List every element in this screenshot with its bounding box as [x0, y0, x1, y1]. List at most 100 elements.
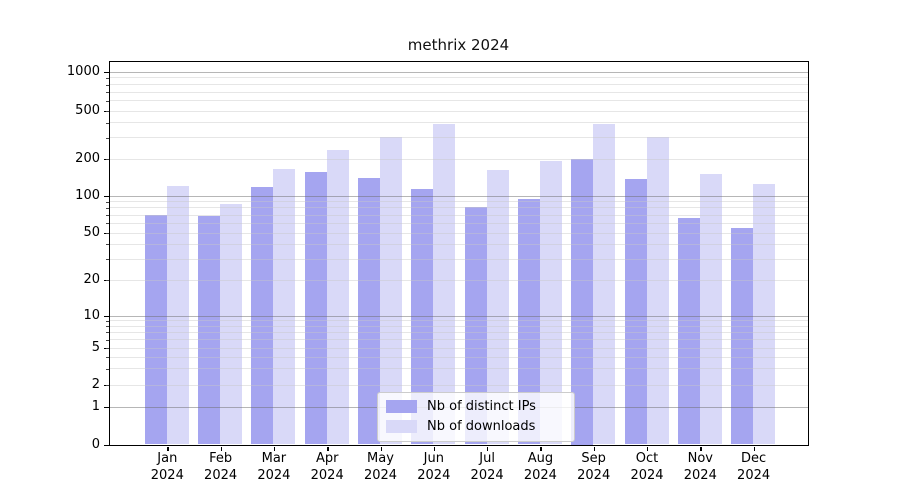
- y-minor-tick-3: [106, 368, 109, 370]
- y-minor-tick-40: [106, 244, 109, 246]
- y-tick-label-1000: 1000: [66, 64, 100, 79]
- bar-distinct-ips-jul: [464, 207, 487, 445]
- x-tick-label-aug: Aug 2024: [510, 451, 570, 484]
- gridline-minor-200: [109, 158, 808, 160]
- gridline-minor-3: [109, 368, 808, 370]
- y-tick-label-100: 100: [75, 188, 100, 203]
- bar-distinct-ips-may: [358, 177, 380, 445]
- x-label-year-jan: 2024: [150, 467, 184, 483]
- chart-title: methrix 2024: [407, 36, 510, 54]
- y-tick-mark-1000: [103, 72, 109, 74]
- y-tick-label-5: 5: [91, 340, 100, 355]
- bar-distinct-ips-nov: [677, 217, 700, 445]
- bar-downloads-feb: [220, 204, 243, 445]
- x-tick-label-apr: Apr 2024: [297, 451, 357, 484]
- bar-downloads-jul: [486, 170, 509, 445]
- bar-downloads-jan: [166, 185, 189, 445]
- x-tick-mark-aug: [540, 446, 542, 451]
- x-label-month-mar: Mar: [261, 451, 287, 466]
- x-label-year-oct: 2024: [630, 467, 664, 483]
- y-minor-tick-7: [106, 332, 109, 334]
- y-tick-mark-1: [103, 407, 109, 409]
- legend-item-distinct-ips: Nb of distinct IPs: [386, 399, 566, 414]
- y-minor-tick-200: [106, 159, 109, 160]
- bar-downloads-mar: [273, 168, 296, 445]
- y-minor-tick-700: [106, 92, 109, 94]
- bar-distinct-ips-oct: [624, 179, 647, 445]
- y-minor-tick-500: [106, 111, 109, 112]
- y-tick-mark-10: [103, 316, 109, 318]
- y-tick-label-20: 20: [83, 272, 100, 287]
- x-tick-mark-nov: [700, 446, 702, 451]
- bar-distinct-ips-aug: [517, 198, 540, 445]
- x-tick-label-jun: Jun 2024: [404, 451, 464, 484]
- x-tick-mark-mar: [273, 446, 276, 451]
- gridline-minor-70: [109, 214, 808, 216]
- x-label-month-jan: Jan: [157, 451, 178, 466]
- y-tick-label-200: 200: [75, 151, 100, 166]
- x-label-month-oct: Oct: [635, 451, 659, 466]
- x-tick-label-mar: Mar 2024: [244, 451, 304, 484]
- x-tick-mark-may: [380, 446, 382, 451]
- bar-downloads-jun: [433, 123, 456, 445]
- legend-label-downloads: Nb of downloads: [427, 419, 536, 434]
- gridline-minor-8: [109, 325, 808, 327]
- x-tick-mark-jan: [167, 446, 169, 451]
- bar-distinct-ips-sep: [571, 158, 594, 445]
- gridline-minor-40: [109, 243, 808, 245]
- bar-distinct-ips-jan: [144, 214, 167, 445]
- bar-downloads-aug: [539, 161, 562, 445]
- x-label-year-sep: 2024: [577, 467, 611, 483]
- x-tick-mark-apr: [327, 446, 329, 451]
- gridline-minor-700: [109, 91, 808, 93]
- y-minor-tick-80: [106, 207, 109, 209]
- legend-swatch-downloads: [386, 420, 417, 433]
- gridline-minor-5: [109, 347, 808, 349]
- gridline-minor-600: [109, 100, 808, 102]
- gridline-minor-4: [109, 356, 808, 358]
- x-label-year-aug: 2024: [523, 467, 557, 483]
- gridline-minor-800: [109, 84, 808, 86]
- bar-downloads-may: [380, 137, 402, 445]
- legend-label-distinct-ips: Nb of distinct IPs: [427, 399, 536, 414]
- gridline-minor-900: [109, 77, 808, 79]
- x-label-month-jun: Jun: [423, 451, 444, 466]
- legend-item-downloads: Nb of downloads: [386, 419, 566, 434]
- x-label-year-dec: 2024: [737, 467, 771, 483]
- x-label-year-jul: 2024: [470, 467, 504, 483]
- y-tick-mark-100: [103, 196, 109, 198]
- gridline-minor-50: [109, 232, 808, 234]
- x-tick-mark-sep: [593, 446, 596, 451]
- y-tick-label-500: 500: [75, 103, 100, 118]
- gridline-minor-9: [109, 320, 808, 322]
- y-minor-tick-70: [106, 215, 109, 217]
- bar-distinct-ips-jun: [411, 189, 434, 445]
- gridline-major-1000: [109, 71, 808, 73]
- y-minor-tick-5: [106, 348, 109, 349]
- gridline-minor-90: [109, 201, 808, 203]
- bar-downloads-dec: [753, 183, 776, 445]
- x-tick-label-feb: Feb 2024: [191, 451, 251, 484]
- y-tick-mark-0: [103, 445, 109, 447]
- y-minor-tick-2: [106, 385, 109, 386]
- y-minor-tick-90: [106, 201, 109, 203]
- x-tick-label-nov: Nov 2024: [670, 451, 730, 484]
- gridline-minor-60: [109, 222, 808, 224]
- x-label-month-may: May: [367, 451, 394, 466]
- y-minor-tick-60: [106, 223, 109, 225]
- y-minor-tick-30: [106, 259, 109, 261]
- x-tick-mark-jun: [433, 446, 436, 451]
- y-minor-tick-9: [106, 320, 109, 322]
- gridline-minor-6: [109, 339, 808, 341]
- y-tick-label-0: 0: [91, 437, 100, 452]
- x-tick-label-may: May 2024: [351, 451, 411, 484]
- x-label-year-apr: 2024: [310, 467, 344, 483]
- y-minor-tick-400: [106, 122, 109, 124]
- x-tick-label-jan: Jan 2024: [137, 451, 197, 484]
- x-tick-label-jul: Jul 2024: [457, 451, 517, 484]
- gridline-major-100: [109, 195, 808, 197]
- gridline-minor-80: [109, 207, 808, 209]
- x-tick-mark-jul: [487, 446, 489, 451]
- y-minor-tick-4: [106, 357, 109, 358]
